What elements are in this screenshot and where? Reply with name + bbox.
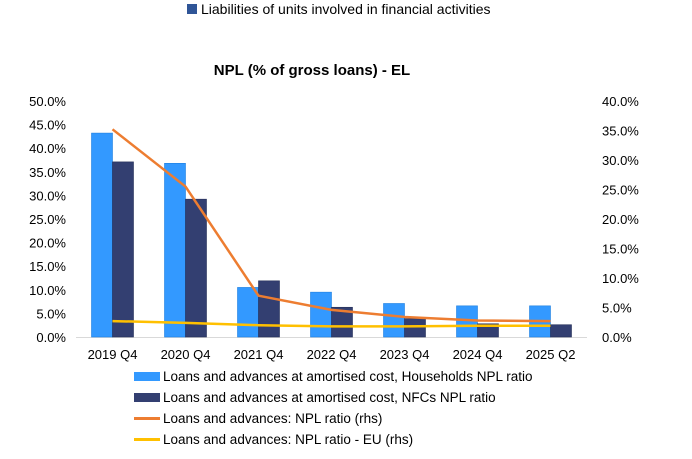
bar-households <box>164 163 186 338</box>
x-tick-label: 2025 Q2 <box>526 347 576 362</box>
y-left-tick-label: 45.0% <box>29 118 66 133</box>
legend-item-households: Loans and advances at amortised cost, Ho… <box>134 366 532 387</box>
legend-item-npl-ratio: Loans and advances: NPL ratio (rhs) <box>134 408 532 429</box>
y-right-tick-label: 10.0% <box>602 271 639 286</box>
bar-nfcs <box>404 318 426 338</box>
bar-nfcs <box>185 198 207 338</box>
chart-title: NPL (% of gross loans) - EL <box>213 62 411 79</box>
y-right-tick-label: 30.0% <box>602 153 639 168</box>
y-right-tick-label: 5.0% <box>602 301 632 316</box>
x-tick-label: 2022 Q4 <box>307 347 357 362</box>
y-left-tick-label: 0.0% <box>36 330 66 345</box>
line-npl-ratio <box>111 128 551 323</box>
legend-swatch <box>134 393 160 402</box>
bar-nfcs <box>550 324 572 338</box>
legend-label: Loans and advances at amortised cost, NF… <box>163 390 496 405</box>
top-legend-label: Liabilities of units involved in financi… <box>201 1 491 17</box>
bar-nfcs <box>112 161 134 338</box>
bar-nfcs <box>477 323 499 338</box>
y-left-tick-label: 35.0% <box>29 165 66 180</box>
bar-nfcs <box>331 306 353 338</box>
x-tick-label: 2023 Q4 <box>380 347 430 362</box>
legend: Loans and advances at amortised cost, Ho… <box>134 366 532 450</box>
bar-nfcs <box>258 280 280 338</box>
legend-label: Loans and advances: NPL ratio - EU (rhs) <box>163 432 414 447</box>
legend-item-nfcs: Loans and advances at amortised cost, NF… <box>134 387 532 408</box>
x-tick-label: 2024 Q4 <box>453 347 503 362</box>
legend-item-npl-ratio-eu: Loans and advances: NPL ratio - EU (rhs) <box>134 429 532 450</box>
y-left-tick-label: 50.0% <box>29 94 66 109</box>
legend-swatch <box>187 4 197 14</box>
x-tick-label: 2021 Q4 <box>234 347 284 362</box>
x-tick-label: 2020 Q4 <box>161 347 211 362</box>
top-legend-item: Liabilities of units involved in financi… <box>187 1 490 17</box>
legend-label: Loans and advances at amortised cost, Ho… <box>163 369 533 384</box>
y-left-tick-label: 5.0% <box>36 306 66 321</box>
y-left-tick-label: 40.0% <box>29 141 66 156</box>
y-left-tick-label: 10.0% <box>29 283 66 298</box>
legend-swatch <box>134 372 160 381</box>
y-right-tick-label: 35.0% <box>602 124 639 139</box>
y-left-tick-label: 15.0% <box>29 259 66 274</box>
bar-households <box>310 291 332 338</box>
y-right-tick-label: 20.0% <box>602 212 639 227</box>
x-tick-label: 2019 Q4 <box>88 347 138 362</box>
y-left-tick-label: 20.0% <box>29 236 66 251</box>
legend-swatch <box>134 438 160 441</box>
y-left-tick-label: 30.0% <box>29 188 66 203</box>
bar-households <box>91 132 113 338</box>
legend-swatch <box>134 417 160 420</box>
y-right-tick-label: 40.0% <box>602 94 639 109</box>
bar-households <box>237 287 259 338</box>
line-npl-ratio-eu <box>112 319 551 328</box>
legend-label: Loans and advances: NPL ratio (rhs) <box>163 411 383 426</box>
y-right-tick-label: 15.0% <box>602 242 639 257</box>
y-right-tick-label: 25.0% <box>602 183 639 198</box>
y-right-tick-label: 0.0% <box>602 330 632 345</box>
y-left-tick-label: 25.0% <box>29 212 66 227</box>
bar-households <box>383 303 405 338</box>
